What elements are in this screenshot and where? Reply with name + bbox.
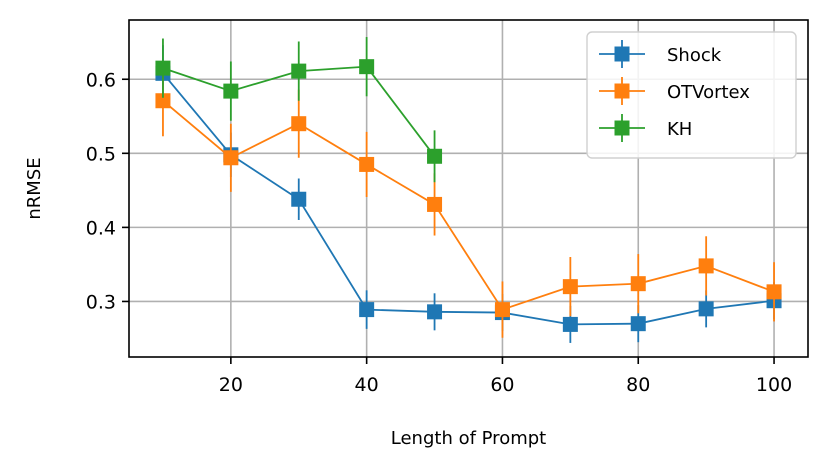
- x-axis-label: Length of Prompt: [391, 428, 546, 449]
- x-tick-label: 100: [756, 374, 792, 396]
- data-point: [155, 93, 171, 109]
- axis-ticks: 20 40 60 80 100 0.3 0.4 0.5 0.6: [86, 69, 792, 396]
- data-point: [698, 258, 714, 274]
- x-tick-label: 80: [626, 374, 650, 396]
- data-point: [359, 302, 375, 318]
- y-tick-label: 0.3: [86, 291, 116, 313]
- legend-item-shock: Shock: [599, 40, 722, 68]
- x-tick-label: 40: [355, 374, 379, 396]
- data-point: [494, 302, 510, 318]
- y-tick-label: 0.5: [86, 143, 116, 165]
- series-otvortex: [155, 65, 782, 338]
- series-line: [162, 72, 775, 326]
- data-point: [223, 83, 239, 99]
- y-axis-label: nRMSE: [24, 157, 45, 219]
- y-tick-label: 0.4: [86, 217, 116, 239]
- legend-label: Shock: [667, 45, 722, 66]
- series-layer: [155, 37, 782, 343]
- data-point: [291, 116, 307, 132]
- data-point: [359, 156, 375, 172]
- data-point: [223, 150, 239, 166]
- data-point: [359, 59, 375, 75]
- y-tick-label: 0.6: [86, 69, 116, 91]
- series-kh: [155, 37, 443, 183]
- legend-item-otvortex: OTVortex: [599, 77, 750, 105]
- legend-marker: [614, 46, 630, 62]
- legend-item-kh: KH: [599, 114, 692, 142]
- x-tick-label: 20: [219, 374, 243, 396]
- data-point: [155, 60, 171, 76]
- legend: Shock OTVortex KH: [586, 31, 797, 159]
- data-point: [427, 148, 443, 164]
- legend-marker: [614, 120, 630, 136]
- plot-frame: [128, 19, 809, 358]
- data-point: [427, 304, 443, 320]
- data-point: [427, 196, 443, 212]
- data-point: [291, 191, 307, 207]
- series-line: [162, 100, 775, 311]
- data-point: [766, 284, 782, 300]
- data-point: [630, 316, 646, 332]
- legend-box: [586, 31, 797, 159]
- data-point: [562, 316, 578, 332]
- data-point: [698, 301, 714, 317]
- data-point: [562, 279, 578, 295]
- data-point: [291, 63, 307, 79]
- legend-label: OTVortex: [667, 82, 750, 103]
- legend-marker: [614, 83, 630, 99]
- legend-label: KH: [667, 119, 692, 140]
- data-point: [630, 276, 646, 292]
- x-tick-label: 60: [490, 374, 514, 396]
